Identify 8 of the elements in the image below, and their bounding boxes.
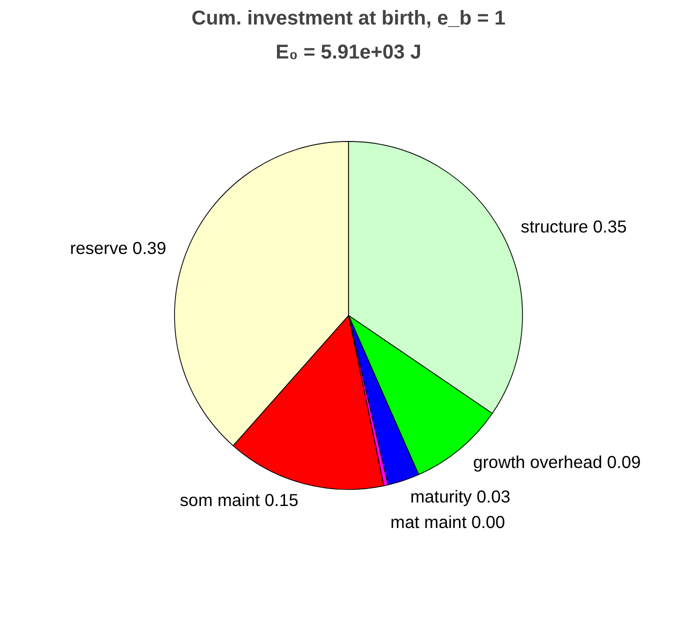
slice-label: maturity 0.03	[410, 486, 510, 506]
slice-label: reserve 0.39	[70, 238, 166, 258]
chart-subtitle: E₀ = 5.91e+03 J	[276, 42, 422, 64]
slice-label: structure 0.35	[520, 216, 627, 236]
chart-title: Cum. investment at birth, e_b = 1	[192, 8, 506, 30]
slice-label: som maint 0.15	[180, 490, 298, 510]
slice-label: mat maint 0.00	[390, 512, 506, 532]
slice-label: growth overhead 0.09	[473, 452, 641, 472]
